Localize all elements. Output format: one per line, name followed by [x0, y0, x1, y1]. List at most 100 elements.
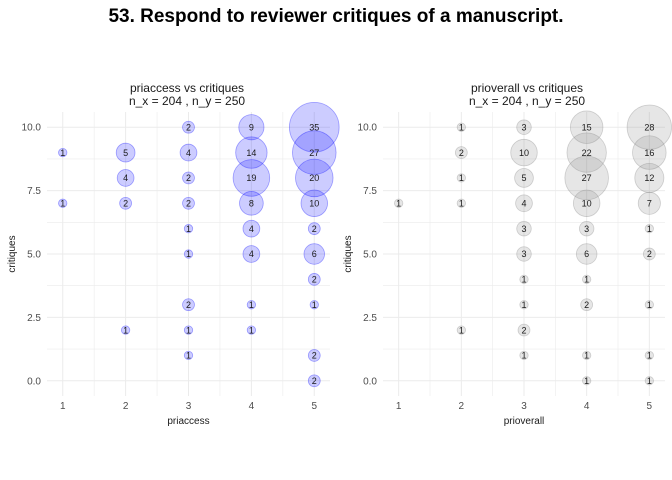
data-bubble: [456, 198, 466, 208]
data-bubble: [519, 300, 529, 310]
data-bubble: [456, 325, 466, 335]
data-bubble: [510, 138, 538, 167]
data-bubble: [292, 130, 337, 175]
data-label: 10: [309, 198, 319, 208]
y-tick-label: 5.0: [27, 250, 41, 261]
data-bubble: [119, 196, 132, 210]
x-tick-label: 3: [521, 401, 527, 412]
data-label: 2: [186, 122, 191, 132]
data-label: 19: [246, 173, 256, 183]
data-label: 4: [186, 148, 191, 158]
data-label: 1: [186, 249, 191, 259]
data-bubble: [582, 350, 592, 361]
data-label: 1: [459, 122, 464, 132]
data-label: 20: [309, 173, 319, 183]
data-bubble: [183, 224, 194, 234]
data-bubble: [238, 114, 265, 141]
data-label: 1: [312, 300, 317, 310]
data-bubble: [644, 350, 654, 361]
data-label: 9: [249, 122, 254, 132]
data-bubble: [246, 325, 256, 335]
data-label: 2: [521, 325, 526, 335]
data-label: 1: [647, 376, 652, 386]
data-bubble: [519, 274, 529, 284]
data-bubble: [295, 158, 334, 198]
data-label: 4: [123, 173, 128, 183]
data-label: 1: [647, 300, 652, 310]
data-bubble: [183, 350, 194, 361]
data-bubble: [637, 191, 661, 215]
y-tick-label: 2.5: [27, 313, 41, 324]
data-label: 2: [312, 376, 317, 386]
data-label: 1: [647, 351, 652, 361]
data-bubble: [644, 224, 654, 234]
data-label: 1: [249, 300, 254, 310]
data-label: 1: [459, 173, 464, 183]
data-label: 1: [123, 325, 128, 335]
data-label: 1: [60, 198, 65, 208]
data-bubble: [516, 119, 532, 135]
data-label: 2: [459, 148, 464, 158]
data-bubble: [394, 198, 404, 208]
y-tick-label: 0.0: [27, 376, 41, 387]
data-bubble: [116, 169, 135, 187]
data-bubble: [644, 376, 654, 386]
data-bubble: [515, 194, 533, 213]
data-bubble: [303, 243, 325, 265]
panel-title: priaccess vs critiques: [130, 81, 244, 95]
data-bubble: [519, 350, 529, 361]
data-bubble: [570, 110, 604, 144]
data-bubble: [514, 168, 534, 188]
data-label: 4: [249, 224, 254, 234]
data-label: 2: [186, 173, 191, 183]
data-bubble: [239, 191, 264, 216]
data-label: 4: [521, 198, 526, 208]
data-bubble: [580, 298, 594, 312]
data-label: 27: [582, 173, 592, 183]
data-label: 10: [582, 198, 592, 208]
data-label: 35: [309, 122, 319, 132]
y-axis-label: critiques: [343, 235, 354, 272]
data-bubble: [232, 159, 271, 197]
data-label: 4: [249, 249, 254, 259]
data-bubble: [309, 300, 319, 310]
panel-title: prioverall vs critiques: [471, 81, 583, 95]
data-bubble: [307, 374, 321, 388]
data-label: 8: [249, 198, 254, 208]
data-bubble: [582, 376, 592, 386]
data-bubble: [300, 189, 328, 217]
data-bubble: [644, 300, 654, 310]
data-bubble: [566, 132, 607, 173]
data-label: 22: [582, 148, 592, 158]
x-tick-label: 5: [647, 401, 653, 412]
data-label: 1: [396, 198, 401, 208]
data-bubble: [307, 349, 321, 362]
data-bubble: [582, 274, 592, 284]
x-tick-label: 2: [459, 401, 465, 412]
data-label: 12: [644, 173, 654, 183]
data-label: 16: [644, 148, 654, 158]
data-label: 3: [584, 224, 589, 234]
data-label: 1: [584, 275, 589, 285]
data-label: 2: [312, 351, 317, 361]
data-bubble: [182, 171, 195, 185]
data-label: 7: [647, 198, 652, 208]
data-label: 1: [186, 351, 191, 361]
data-bubble: [289, 101, 340, 153]
data-bubble: [307, 273, 321, 286]
x-axis-label: prioverall: [504, 416, 545, 427]
data-label: 5: [123, 148, 128, 158]
panel-subtitle: n_x = 204 , n_y = 250: [469, 94, 585, 108]
x-tick-label: 4: [249, 401, 255, 412]
y-tick-label: 10.0: [22, 123, 42, 134]
y-tick-label: 2.5: [363, 313, 377, 324]
x-tick-label: 1: [60, 401, 66, 412]
data-label: 1: [186, 224, 191, 234]
panel-subtitle: n_x = 204 , n_y = 250: [129, 94, 245, 108]
data-bubble: [58, 198, 68, 208]
data-bubble: [115, 142, 136, 163]
data-bubble: [642, 247, 656, 261]
data-label: 2: [186, 300, 191, 310]
